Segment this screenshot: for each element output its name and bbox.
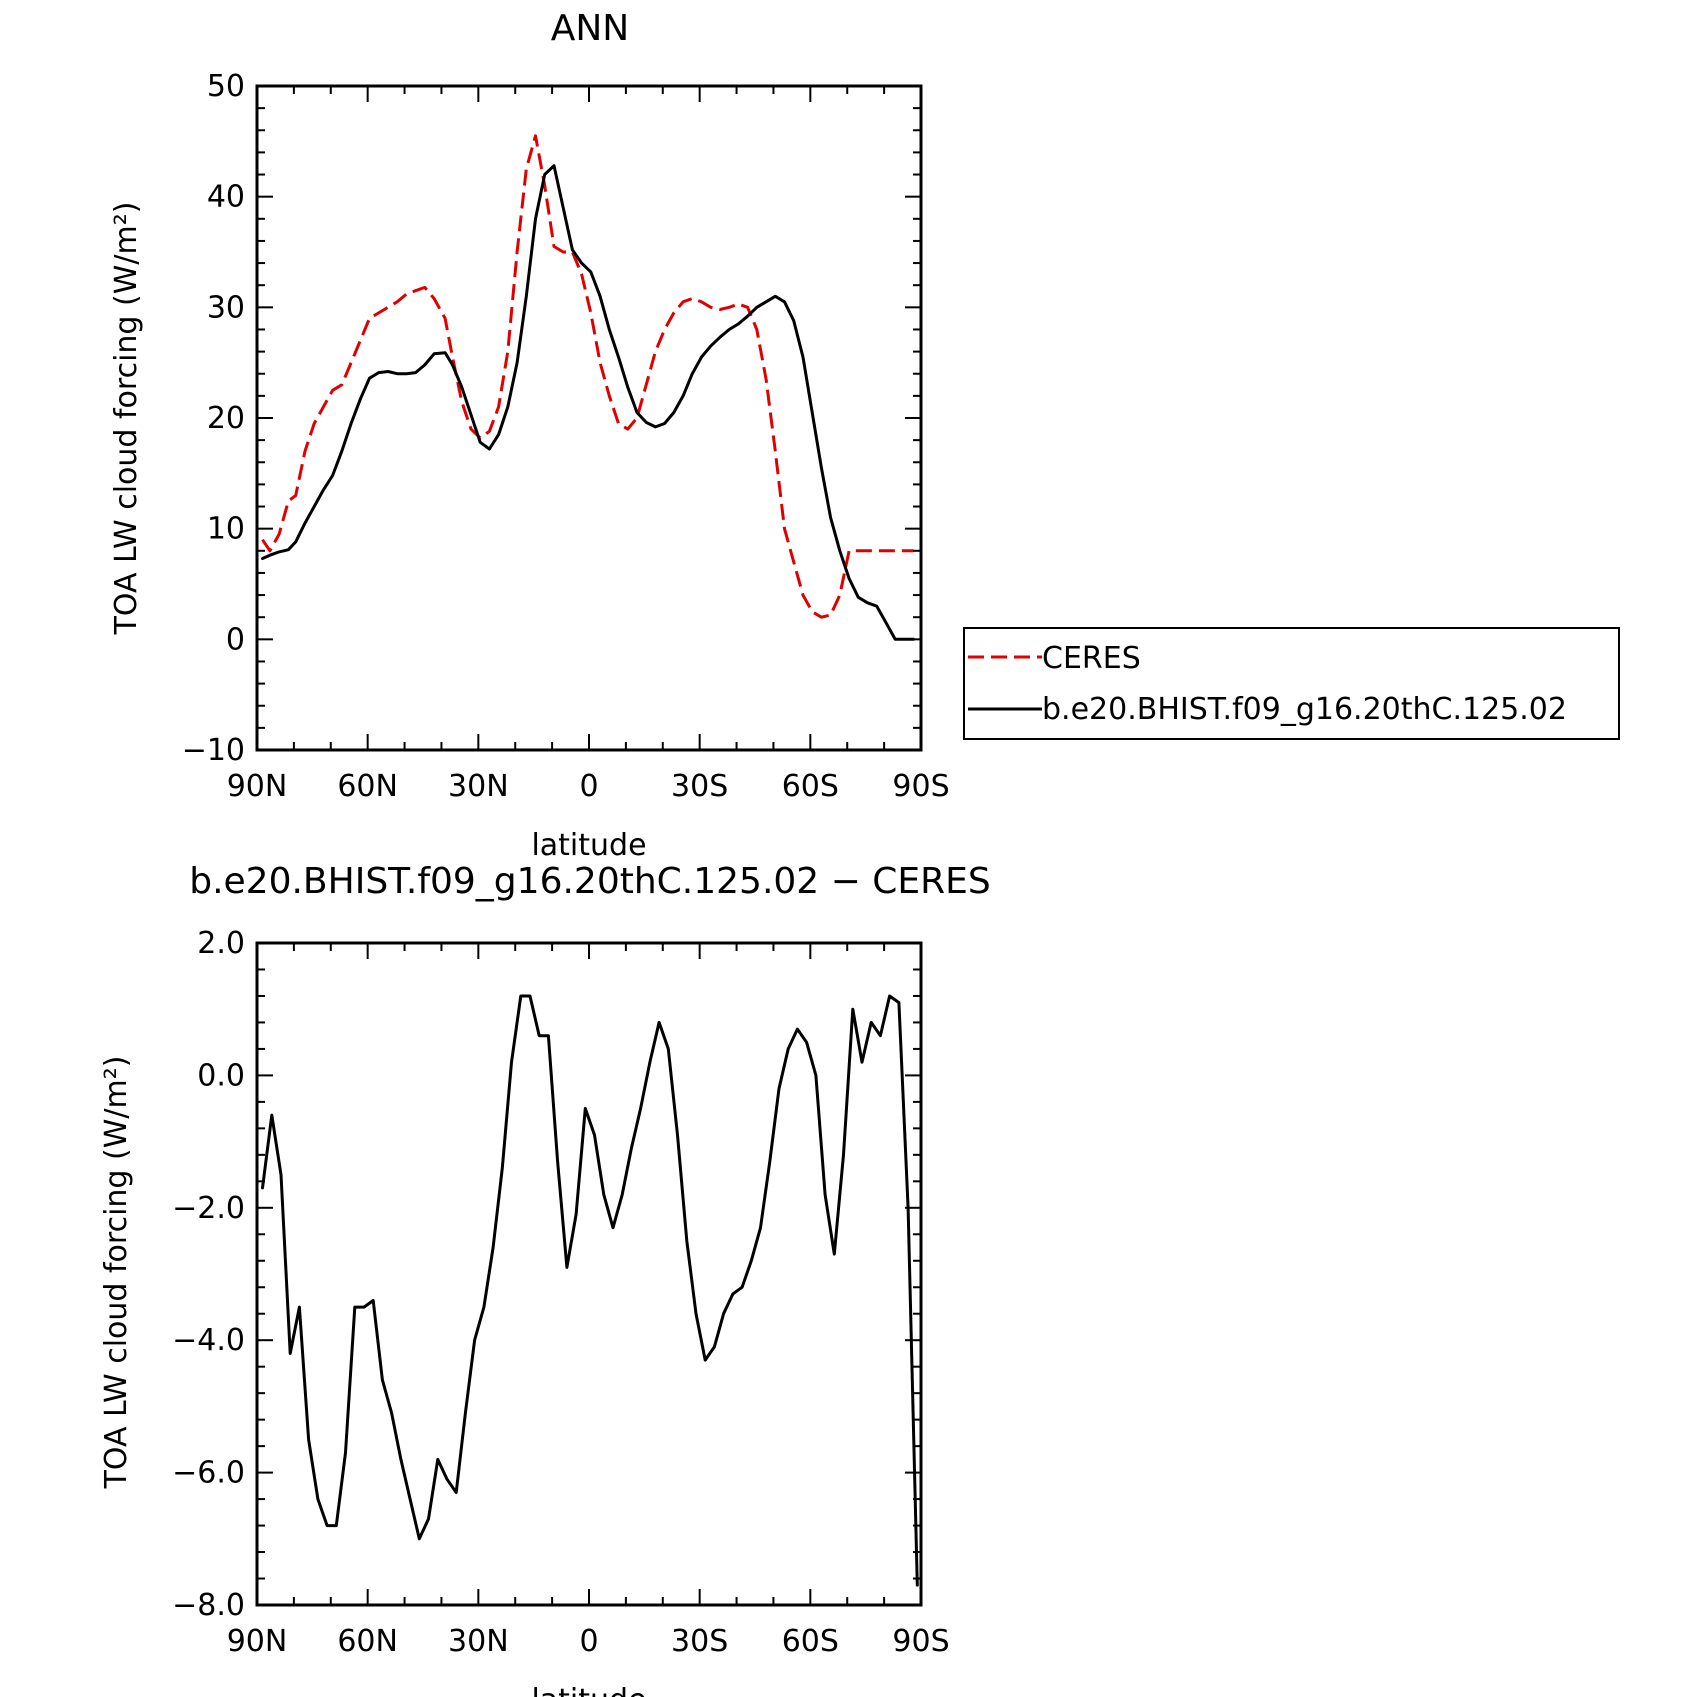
top-panel: ANN 90N 60N 30N 0 30S 60S 90S 50 40 30 20 10 0 −10 la… bbox=[109, 8, 950, 863]
bottom-y-tick-label: −4.0 bbox=[172, 1323, 245, 1358]
difference-series-line bbox=[261, 994, 919, 1587]
legend-box bbox=[963, 627, 1620, 740]
top-x-tick-label: 60N bbox=[337, 769, 398, 804]
top-x-axis-title: latitude bbox=[531, 828, 646, 863]
bottom-x-tick-label: 0 bbox=[579, 1624, 598, 1659]
top-x-tick-label: 90S bbox=[892, 769, 949, 804]
bottom-x-tick-label: 90S bbox=[892, 1624, 949, 1659]
top-y-tick-label: 10 bbox=[207, 512, 245, 547]
top-x-tick-label: 0 bbox=[579, 769, 598, 804]
top-x-tick-label: 60S bbox=[782, 769, 839, 804]
ceres-series-line bbox=[261, 134, 914, 619]
top-y-tick-label: 40 bbox=[207, 180, 245, 215]
bottom-y-tick-label: −6.0 bbox=[172, 1456, 245, 1491]
bottom-x-tick-label: 60S bbox=[782, 1624, 839, 1659]
bottom-x-tick-label: 90N bbox=[227, 1624, 288, 1659]
model-series-line bbox=[261, 164, 916, 641]
top-y-axis-title: TOA LW cloud forcing (W/m²) bbox=[109, 202, 144, 636]
bottom-y-tick-label: −2.0 bbox=[172, 1191, 245, 1226]
bottom-panel: b.e20.BHIST.f09_g16.20thC.125.02 − CERES… bbox=[99, 861, 991, 1697]
top-y-tick-label: 20 bbox=[207, 401, 245, 436]
top-y-tick-label: 30 bbox=[207, 290, 245, 325]
top-y-tick-label: −10 bbox=[182, 733, 245, 768]
bottom-x-tick-label: 30N bbox=[448, 1624, 509, 1659]
top-x-tick-label: 30S bbox=[671, 769, 728, 804]
bottom-chart-title: b.e20.BHIST.f09_g16.20thC.125.02 − CERES bbox=[189, 861, 991, 902]
legend-label-model: b.e20.BHIST.f09_g16.20thC.125.02 bbox=[1042, 692, 1567, 727]
top-x-tick-label: 90N bbox=[227, 769, 288, 804]
bottom-y-tick-label: 2.0 bbox=[197, 926, 245, 961]
legend: CERES b.e20.BHIST.f09_g16.20thC.125.02 bbox=[963, 627, 1620, 740]
bottom-x-tick-label: 30S bbox=[671, 1624, 728, 1659]
bottom-y-tick-label: 0.0 bbox=[197, 1058, 245, 1093]
top-y-tick-label: 50 bbox=[207, 69, 245, 104]
bottom-x-tick-label: 60N bbox=[337, 1624, 398, 1659]
bottom-x-axis-title: latitude bbox=[531, 1683, 646, 1697]
top-x-tick-label: 30N bbox=[448, 769, 509, 804]
top-y-tick-label: 0 bbox=[226, 622, 245, 657]
top-chart-title: ANN bbox=[551, 8, 630, 49]
legend-label-ceres: CERES bbox=[1042, 641, 1141, 676]
bottom-y-axis-title: TOA LW cloud forcing (W/m²) bbox=[99, 1056, 134, 1490]
bottom-y-tick-label: −8.0 bbox=[172, 1588, 245, 1623]
